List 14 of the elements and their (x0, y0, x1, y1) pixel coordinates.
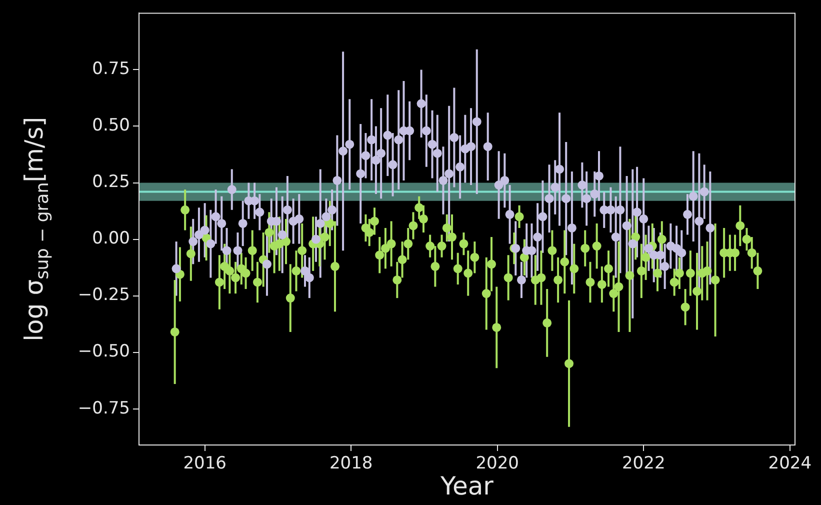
x-tick-label: 2022 (622, 454, 666, 474)
y-tick-label: 0.00 (92, 228, 130, 249)
x-tick-label: 2024 (768, 454, 812, 474)
y-tick-label: −0.50 (78, 342, 130, 362)
y-tick-label: 0.25 (92, 172, 130, 192)
y-tick-label: −0.25 (78, 285, 130, 306)
y-axis-title: log σsup − gran[m/s] (20, 116, 54, 342)
x-axis-title: Year (440, 472, 494, 500)
y-tick-label: −0.75 (78, 398, 130, 418)
x-tick-label: 2020 (476, 454, 519, 474)
x-tick-label: 2016 (183, 454, 226, 474)
x-tick-label: 2018 (329, 454, 373, 474)
y-tick-label: 0.50 (92, 116, 130, 136)
y-tick-label: 0.75 (92, 59, 130, 80)
